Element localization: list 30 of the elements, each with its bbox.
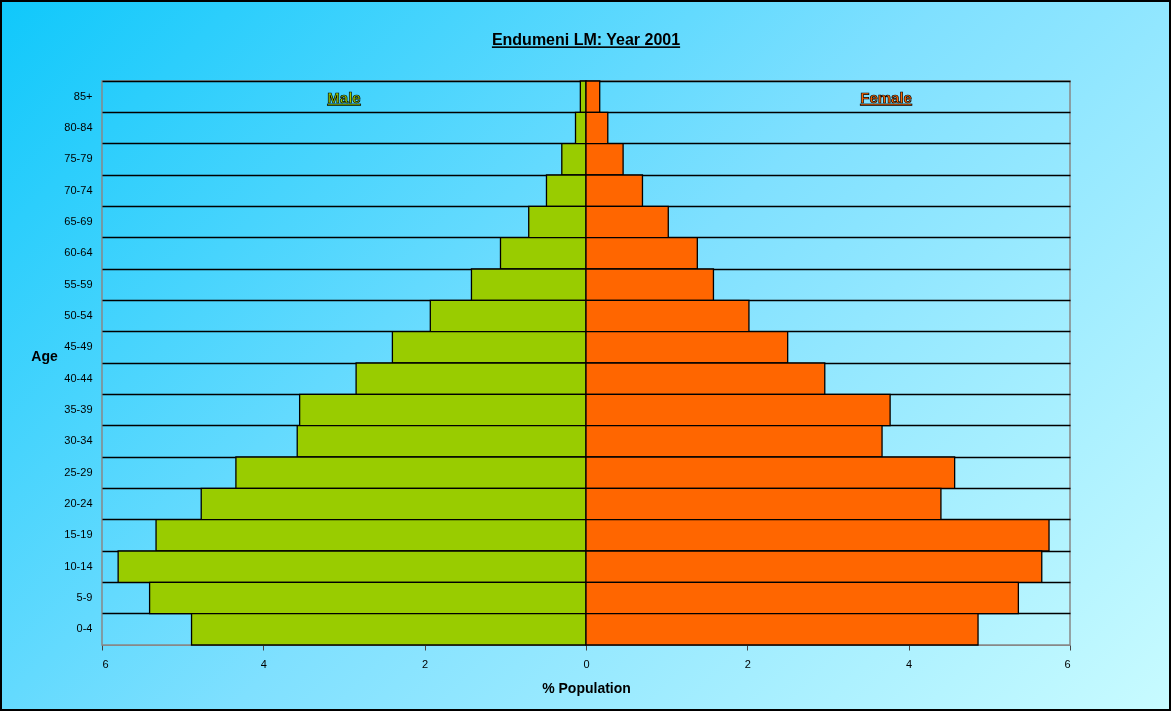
y-tick-label: 70-74 bbox=[64, 183, 93, 196]
x-tick-label: 2 bbox=[422, 657, 429, 670]
y-tick-label: 25-29 bbox=[64, 465, 93, 478]
x-tick-label: 4 bbox=[260, 657, 267, 670]
y-tick-label: 75-79 bbox=[64, 152, 93, 165]
y-tick-label: 40-44 bbox=[64, 371, 93, 384]
y-tick-label: 5-9 bbox=[76, 591, 93, 603]
y-tick-label: 30-34 bbox=[64, 434, 93, 447]
x-tick-label: 2 bbox=[744, 657, 751, 670]
y-tick-label: 10-14 bbox=[64, 559, 93, 572]
y-tick-label: 35-39 bbox=[64, 403, 93, 415]
text: Male bbox=[327, 89, 361, 106]
y-tick-label: 0-4 bbox=[76, 622, 93, 635]
y-tick-label: 85+ bbox=[73, 89, 93, 102]
x-tick-label: 6 bbox=[102, 657, 109, 670]
x-tick-label: 4 bbox=[906, 657, 913, 670]
chart-title: Endumeni LM: Year 2001 bbox=[491, 31, 681, 49]
y-tick-label: 80-84 bbox=[64, 121, 93, 133]
x-axis-title: % Population bbox=[542, 679, 631, 696]
y-axis-title: Age bbox=[31, 347, 58, 364]
y-tick-label: 55-59 bbox=[64, 277, 93, 290]
y-tick-label: 60-64 bbox=[64, 246, 93, 259]
y-tick-label: 45-49 bbox=[64, 340, 93, 353]
y-tick-label: 65-69 bbox=[64, 215, 93, 227]
x-tick-label: 6 bbox=[1064, 657, 1071, 670]
y-tick-label: 15-19 bbox=[64, 528, 93, 541]
y-tick-label: 50-54 bbox=[64, 309, 93, 321]
x-tick-label: 0 bbox=[583, 657, 590, 670]
text: Female bbox=[860, 89, 912, 106]
y-tick-label: 20-24 bbox=[64, 497, 93, 509]
